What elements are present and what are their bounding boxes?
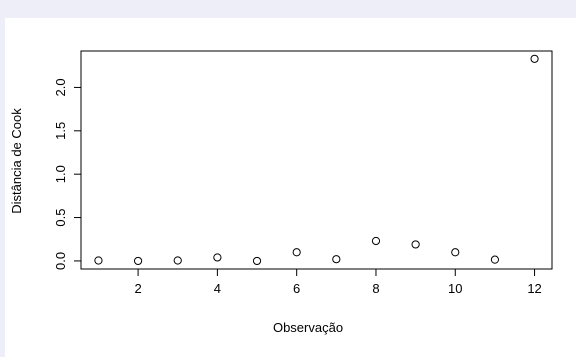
y-axis-label: Distância de Cook bbox=[9, 108, 24, 214]
data-point bbox=[252, 256, 262, 266]
cook-distance-scatter-plot: 2 4 6 8 10 12 0.0 0.5 1.0 1.5 2.0 Observação Dist… bbox=[9, 50, 553, 335]
y-tick-label: 2.0 bbox=[53, 78, 68, 96]
data-point bbox=[133, 256, 143, 266]
data-point bbox=[371, 236, 381, 246]
data-point bbox=[411, 240, 420, 249]
data-points bbox=[94, 54, 539, 266]
data-point bbox=[490, 255, 500, 264]
y-axis: 0.0 0.5 1.0 1.5 2.0 bbox=[53, 78, 82, 270]
data-point bbox=[173, 256, 182, 265]
data-point bbox=[213, 253, 222, 262]
x-tick-label: 4 bbox=[214, 281, 221, 296]
y-tick-label: 0.0 bbox=[53, 252, 68, 270]
data-point bbox=[530, 54, 539, 63]
plot-box bbox=[80, 50, 553, 270]
y-tick-label: 1.5 bbox=[53, 122, 68, 140]
x-tick-label: 12 bbox=[527, 281, 541, 296]
y-tick-label: 1.0 bbox=[53, 165, 68, 183]
y-tick-label: 0.5 bbox=[53, 209, 68, 227]
x-tick-label: 6 bbox=[293, 281, 300, 296]
data-point bbox=[451, 248, 460, 257]
x-tick-label: 10 bbox=[448, 281, 462, 296]
data-point bbox=[292, 248, 301, 257]
chart-frame: 2 4 6 8 10 12 0.0 0.5 1.0 1.5 2.0 Observação Dist… bbox=[5, 18, 576, 357]
x-axis-label: Observação bbox=[273, 320, 343, 335]
data-point bbox=[332, 255, 341, 264]
x-tick-label: 2 bbox=[134, 281, 141, 296]
data-point bbox=[94, 256, 103, 265]
x-tick-label: 8 bbox=[372, 281, 379, 296]
x-axis: 2 4 6 8 10 12 bbox=[134, 268, 542, 296]
